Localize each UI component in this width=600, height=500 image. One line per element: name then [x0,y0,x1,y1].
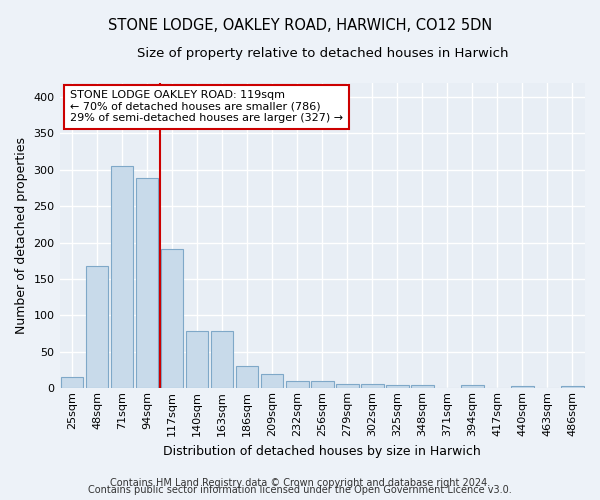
Bar [286,381,308,388]
Bar [386,384,409,388]
X-axis label: Distribution of detached houses by size in Harwich: Distribution of detached houses by size … [163,444,481,458]
Bar [361,384,383,388]
Bar [86,266,109,388]
Bar [61,378,83,388]
Bar [461,384,484,388]
Bar [261,374,283,388]
Text: Contains public sector information licensed under the Open Government Licence v3: Contains public sector information licen… [88,485,512,495]
Title: Size of property relative to detached houses in Harwich: Size of property relative to detached ho… [137,48,508,60]
Y-axis label: Number of detached properties: Number of detached properties [15,137,28,334]
Bar [161,249,184,388]
Bar [411,384,434,388]
Bar [136,178,158,388]
Bar [111,166,133,388]
Bar [236,366,259,388]
Bar [211,331,233,388]
Bar [311,381,334,388]
Bar [336,384,359,388]
Bar [561,386,584,388]
Text: Contains HM Land Registry data © Crown copyright and database right 2024.: Contains HM Land Registry data © Crown c… [110,478,490,488]
Bar [511,386,534,388]
Text: STONE LODGE OAKLEY ROAD: 119sqm
← 70% of detached houses are smaller (786)
29% o: STONE LODGE OAKLEY ROAD: 119sqm ← 70% of… [70,90,343,124]
Bar [186,331,208,388]
Text: STONE LODGE, OAKLEY ROAD, HARWICH, CO12 5DN: STONE LODGE, OAKLEY ROAD, HARWICH, CO12 … [108,18,492,32]
